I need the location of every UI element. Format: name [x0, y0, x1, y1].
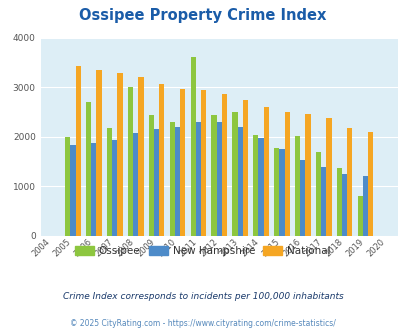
Bar: [299, 160, 305, 236]
Bar: [320, 167, 326, 236]
Bar: [107, 128, 112, 236]
Bar: [153, 129, 159, 236]
Bar: [336, 168, 341, 236]
Bar: [284, 112, 289, 236]
Bar: [341, 174, 346, 236]
Bar: [200, 90, 206, 236]
Bar: [242, 100, 247, 236]
Bar: [138, 77, 143, 236]
Bar: [159, 84, 164, 236]
Bar: [237, 127, 242, 236]
Bar: [294, 137, 299, 236]
Bar: [357, 196, 362, 236]
Bar: [117, 73, 122, 236]
Legend: Ossipee, New Hampshire, National: Ossipee, New Hampshire, National: [70, 242, 335, 260]
Bar: [175, 127, 180, 236]
Bar: [70, 145, 75, 236]
Bar: [258, 138, 263, 236]
Bar: [75, 66, 81, 236]
Bar: [263, 107, 268, 236]
Bar: [65, 137, 70, 236]
Bar: [279, 149, 284, 236]
Bar: [112, 141, 117, 236]
Bar: [326, 117, 331, 236]
Bar: [91, 143, 96, 236]
Bar: [86, 102, 91, 236]
Bar: [315, 152, 320, 236]
Bar: [133, 133, 138, 236]
Text: Ossipee Property Crime Index: Ossipee Property Crime Index: [79, 8, 326, 23]
Bar: [211, 115, 216, 236]
Bar: [148, 115, 153, 236]
Bar: [253, 135, 258, 236]
Bar: [96, 70, 102, 236]
Bar: [273, 148, 279, 236]
Bar: [346, 128, 352, 236]
Bar: [362, 176, 367, 236]
Text: Crime Index corresponds to incidents per 100,000 inhabitants: Crime Index corresponds to incidents per…: [62, 292, 343, 301]
Bar: [305, 114, 310, 236]
Text: © 2025 CityRating.com - https://www.cityrating.com/crime-statistics/: © 2025 CityRating.com - https://www.city…: [70, 319, 335, 328]
Bar: [195, 122, 200, 236]
Bar: [190, 57, 195, 236]
Bar: [232, 112, 237, 236]
Bar: [180, 89, 185, 236]
Bar: [169, 122, 175, 236]
Bar: [216, 122, 221, 236]
Bar: [128, 87, 133, 236]
Bar: [367, 132, 373, 236]
Bar: [221, 94, 226, 236]
